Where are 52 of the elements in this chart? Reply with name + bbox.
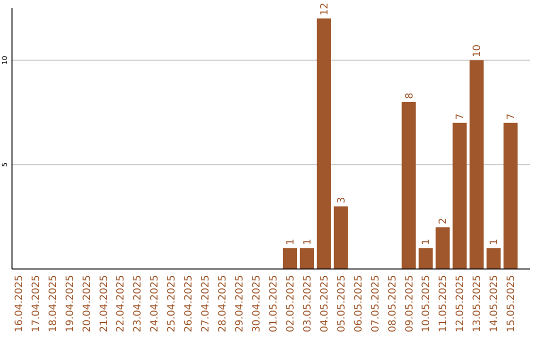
x-tick-label: 27.04.2025 bbox=[200, 275, 212, 332]
x-tick-label: 28.04.2025 bbox=[218, 275, 229, 332]
bar bbox=[300, 248, 314, 269]
x-tick-label: 19.04.2025 bbox=[64, 275, 76, 332]
x-tick-label: 12.05.2025 bbox=[455, 275, 466, 332]
bar bbox=[316, 18, 331, 269]
data-label: 1 bbox=[489, 238, 500, 246]
x-tick-label: 15.05.2025 bbox=[506, 275, 518, 332]
bar bbox=[436, 227, 450, 269]
bar bbox=[470, 60, 484, 269]
bar bbox=[418, 248, 433, 269]
data-label: 12 bbox=[319, 2, 330, 16]
x-tick-label: 17.04.2025 bbox=[30, 275, 42, 332]
x-tick-label: 18.04.2025 bbox=[48, 275, 59, 332]
x-tick-label: 09.05.2025 bbox=[404, 275, 416, 332]
data-label: 1 bbox=[421, 238, 432, 246]
x-tick-label: 01.05.2025 bbox=[268, 275, 280, 332]
data-label: 7 bbox=[506, 113, 518, 120]
x-tick-label: 22.04.2025 bbox=[116, 275, 127, 332]
bar bbox=[452, 122, 467, 269]
x-tick-label: 03.05.2025 bbox=[302, 275, 314, 332]
x-tick-label: 21.04.2025 bbox=[98, 275, 110, 332]
data-label: 1 bbox=[285, 238, 296, 246]
x-tick-label: 26.04.2025 bbox=[184, 275, 195, 332]
bar bbox=[282, 248, 297, 269]
data-label: 7 bbox=[455, 113, 466, 120]
x-tick-label: 11.05.2025 bbox=[438, 275, 450, 332]
data-label: 10 bbox=[472, 44, 484, 58]
x-tick-label: 07.05.2025 bbox=[370, 275, 382, 332]
x-tick-label: 04.05.2025 bbox=[319, 275, 330, 332]
x-tick-label: 06.05.2025 bbox=[353, 275, 364, 332]
bar bbox=[402, 102, 416, 269]
bar bbox=[334, 206, 348, 269]
bar bbox=[486, 248, 501, 269]
x-tick-label: 16.04.2025 bbox=[14, 275, 25, 332]
x-tick-label: 25.04.2025 bbox=[166, 275, 178, 332]
x-tick-label: 10.05.2025 bbox=[421, 275, 432, 332]
data-label: 2 bbox=[438, 218, 450, 224]
x-tick-label: 13.05.2025 bbox=[472, 275, 484, 332]
x-tick-label: 29.04.2025 bbox=[234, 275, 246, 332]
x-tick-label: 05.05.2025 bbox=[336, 275, 348, 332]
x-tick-label: 08.05.2025 bbox=[387, 275, 398, 332]
x-tick-label: 24.04.2025 bbox=[150, 275, 161, 332]
data-label: 1 bbox=[302, 238, 314, 246]
x-tick-label: 23.04.2025 bbox=[132, 275, 144, 332]
x-tick-label: 02.05.2025 bbox=[285, 275, 296, 332]
bar bbox=[504, 122, 518, 269]
data-label: 3 bbox=[336, 196, 348, 204]
x-tick-label: 14.05.2025 bbox=[489, 275, 500, 332]
x-tick-label: 30.04.2025 bbox=[252, 275, 263, 332]
data-label: 8 bbox=[404, 92, 416, 99]
x-tick-label: 20.04.2025 bbox=[82, 275, 93, 332]
